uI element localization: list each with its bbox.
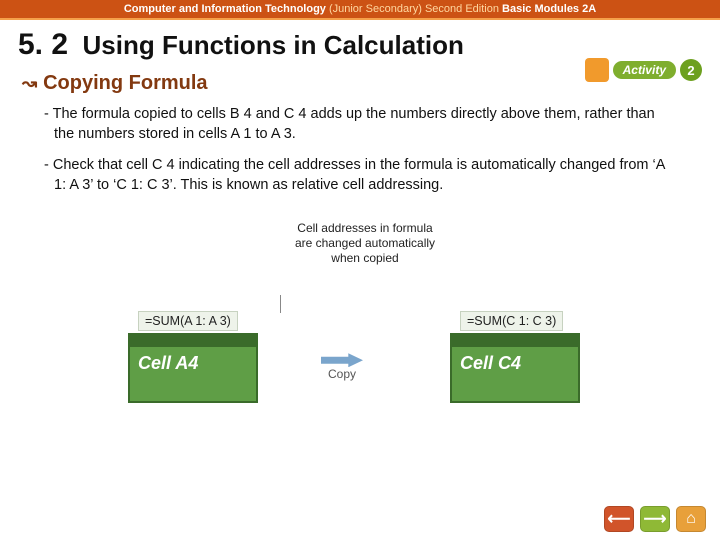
- diagram: Cell addresses in formula are changed au…: [80, 225, 640, 425]
- body-text: - The formula copied to cells B 4 and C …: [0, 105, 720, 217]
- activity-number: 2: [680, 59, 702, 81]
- topbar-subject: Computer and Information Technology: [124, 3, 326, 15]
- cell-a4-label: Cell A4: [138, 353, 198, 374]
- nav-forward-button[interactable]: ⟶: [640, 506, 670, 532]
- nav-back-button[interactable]: ⟵: [604, 506, 634, 532]
- diagram-callout: Cell addresses in formula are changed au…: [290, 221, 440, 266]
- section-name: Using Functions in Calculation: [83, 30, 464, 60]
- section-number: 5. 2: [18, 28, 68, 61]
- activity-label: Activity: [613, 61, 676, 79]
- nav-home-button[interactable]: ⌂: [676, 506, 706, 532]
- activity-badge: Activity 2: [585, 58, 702, 82]
- top-bar: Computer and Information Technology (Jun…: [0, 0, 720, 20]
- subheading-arrow-icon: ↝: [22, 73, 37, 93]
- arrow-right-icon: [321, 353, 363, 367]
- paragraph-2: - Check that cell C 4 indicating the cel…: [44, 156, 676, 195]
- formula-bar-right: =SUM(C 1: C 3): [460, 311, 563, 331]
- paragraph-1: - The formula copied to cells B 4 and C …: [44, 105, 676, 144]
- subheading-text: Copying Formula: [43, 72, 207, 94]
- footer-nav: ⟵ ⟶ ⌂: [604, 506, 706, 532]
- cell-a4-box: Cell A4: [128, 333, 258, 403]
- cell-c4-box: Cell C4: [450, 333, 580, 403]
- formula-bar-left: =SUM(A 1: A 3): [138, 311, 238, 331]
- cell-c4-label: Cell C4: [460, 353, 521, 374]
- topbar-edition: Second Edition: [425, 3, 499, 15]
- copy-label: Copy: [328, 367, 356, 381]
- puzzle-icon: [585, 58, 609, 82]
- topbar-module: Basic Modules 2A: [502, 3, 596, 15]
- copy-arrow: Copy: [312, 353, 372, 381]
- topbar-level: (Junior Secondary): [329, 3, 422, 15]
- callout-pointer: [280, 295, 281, 313]
